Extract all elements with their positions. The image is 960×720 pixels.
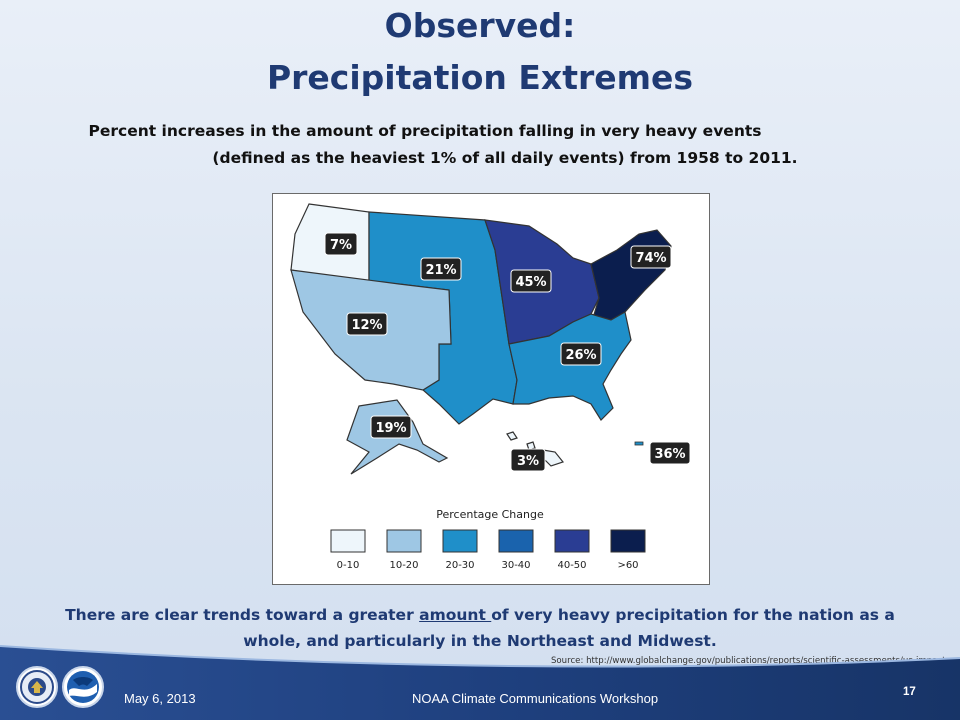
slide-caption: There are clear trends toward a greater … xyxy=(40,602,920,654)
footer-event: NOAA Climate Communications Workshop xyxy=(412,691,659,706)
legend-swatch-2 xyxy=(442,529,478,553)
slide-title-line1: Observed: xyxy=(384,6,576,45)
legend-swatch-0 xyxy=(330,529,366,553)
legend-swatch-4 xyxy=(554,529,590,553)
legend-swatch-1 xyxy=(386,529,422,553)
label-southeast-text: 26% xyxy=(565,348,596,363)
slide-number: 17 xyxy=(903,686,916,698)
noaa-logo-icon xyxy=(62,666,104,708)
legend-label-2: 20-30 xyxy=(445,560,474,571)
region-puerto-rico-shape xyxy=(634,441,644,446)
legend-label-0: 0-10 xyxy=(337,560,360,571)
label-great-plains: 21% xyxy=(420,257,462,281)
region-southeast-shape xyxy=(508,311,632,421)
region-northeast-shape xyxy=(590,229,672,321)
caption-part2: of very heavy precipitation for the nati… xyxy=(491,606,895,624)
label-midwest-text: 45% xyxy=(515,275,546,290)
caption-line2: whole, and particularly in the Northeast… xyxy=(243,632,717,650)
legend-swatch-3 xyxy=(498,529,534,553)
label-northwest: 7% xyxy=(324,232,358,256)
footer-date: May 6, 2013 xyxy=(124,691,196,706)
label-northeast: 74% xyxy=(630,245,672,269)
label-hawaii: 3% xyxy=(510,448,546,472)
label-southwest-text: 12% xyxy=(351,318,382,333)
legend-label-5: >60 xyxy=(617,560,638,571)
map-graphic: 7% 21% 12% 45% 74% 26% 19% 3% xyxy=(290,203,691,571)
label-southeast: 26% xyxy=(560,342,602,366)
footer-band xyxy=(0,645,960,720)
label-hawaii-text: 3% xyxy=(517,454,539,469)
slide-footer: May 6, 2013 NOAA Climate Communications … xyxy=(0,640,960,720)
legend: 0-10 10-20 20-30 30-40 40-50 >60 xyxy=(330,529,646,571)
caption-line1: There are clear trends toward a greater … xyxy=(40,602,920,628)
caption-underlined: amount xyxy=(419,606,492,624)
label-southwest: 12% xyxy=(346,312,388,336)
slide-subtitle: Percent increases in the amount of preci… xyxy=(60,118,910,172)
source-citation[interactable]: Source: http://www.globalchange.gov/publ… xyxy=(550,656,950,666)
label-puerto-rico: 36% xyxy=(649,441,691,465)
label-northeast-text: 74% xyxy=(635,251,666,266)
legend-label-4: 40-50 xyxy=(557,560,586,571)
label-alaska: 19% xyxy=(370,415,412,439)
label-northwest-text: 7% xyxy=(330,238,352,253)
commerce-seal-icon xyxy=(16,666,58,708)
legend-title: Percentage Change xyxy=(436,508,544,521)
legend-label-3: 30-40 xyxy=(501,560,530,571)
precipitation-map: 7% 21% 12% 45% 74% 26% 19% 3% xyxy=(272,193,710,585)
label-puerto-rico-text: 36% xyxy=(654,447,685,462)
legend-label-1: 10-20 xyxy=(389,560,418,571)
label-great-plains-text: 21% xyxy=(425,263,456,278)
caption-part1: There are clear trends toward a greater xyxy=(65,606,420,624)
slide-title-line2: Precipitation Extremes xyxy=(266,58,694,97)
subtitle-line2: (defined as the heaviest 1% of all daily… xyxy=(212,149,798,167)
label-midwest: 45% xyxy=(510,269,552,293)
legend-swatch-5 xyxy=(610,529,646,553)
region-hawaii-shape xyxy=(506,431,565,467)
subtitle-line1: Percent increases in the amount of preci… xyxy=(88,122,762,140)
label-alaska-text: 19% xyxy=(375,421,406,436)
